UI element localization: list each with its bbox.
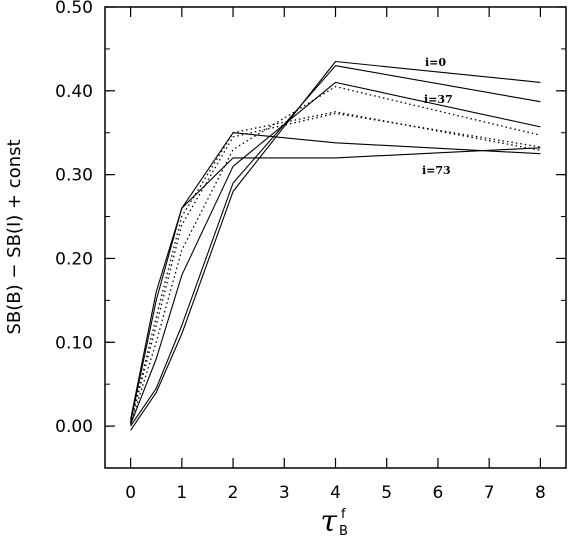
x-tick-label: 3 [279,483,290,503]
y-axis-label: SB(B) − SB(I) + const [4,139,25,334]
x-axis-label-sup: f [341,507,346,522]
series-line-4 [129,85,541,425]
series-line-6 [129,111,541,423]
series-line-5 [129,112,541,423]
tick-labels: 0 1 2 3 4 5 6 7 8 0.00 0.10 0.20 0.30 0.40 0.50 [55,0,546,503]
y-tick-label: 0.30 [55,166,93,186]
y-tick-label: 0.10 [55,333,93,353]
x-tick-label: 4 [330,483,341,503]
x-tick-label: 1 [176,483,187,503]
x-tick-label: 8 [535,483,546,503]
x-axis-label: τ f B [320,504,348,538]
series-line-1 [130,60,541,431]
x-axis-label-sub: B [339,524,348,538]
x-tick-label: 5 [381,483,392,503]
x-axis-label-main: τ [320,504,337,538]
axis-ticks [105,6,566,469]
x-tick-label: 7 [484,483,495,503]
series-label-i0: i=0 [425,56,446,69]
y-tick-label: 0.00 [55,417,93,437]
y-tick-label: 0.20 [55,249,93,269]
y-tick-label: 0.50 [55,0,93,18]
series-label-i37: i=37 [424,93,453,106]
x-tick-label: 2 [228,483,239,503]
series-lines [129,60,541,431]
series-line-3 [130,81,541,425]
series-line-7 [130,147,541,423]
x-tick-label: 0 [125,483,136,503]
x-tick-label: 6 [433,483,444,503]
y-tick-label: 0.40 [55,82,93,102]
series-label-i73: i=73 [422,164,451,177]
series-line-2 [130,65,541,427]
series-line-8 [130,132,541,420]
